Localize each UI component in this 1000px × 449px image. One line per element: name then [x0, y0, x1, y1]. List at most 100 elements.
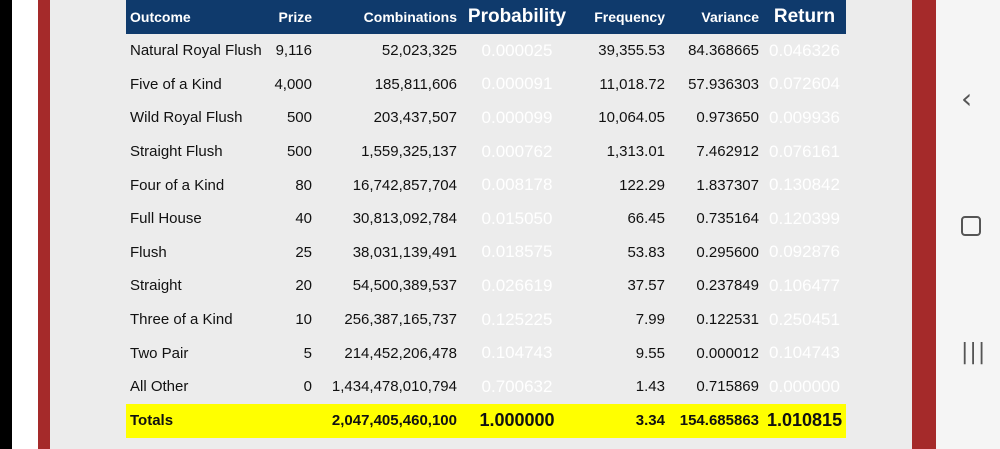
cell-outcome: Three of a Kind	[130, 311, 233, 329]
cell-combinations: 30,813,092,784	[352, 210, 457, 228]
page-frame-left	[38, 0, 50, 449]
cell-prize: 10	[295, 311, 312, 329]
table-row: Two Pair 5 214,452,206,478 0.104743 9.55 0.00…	[126, 336, 846, 370]
cell-return: 0.130842	[769, 175, 840, 195]
cell-outcome: Flush	[130, 243, 167, 261]
cell-prize: 500	[286, 109, 312, 127]
totals-prize	[270, 404, 316, 438]
table-row: Five of a Kind 4,000 185,811,606 0.000091 11…	[126, 68, 846, 102]
cell-prize: 0	[303, 378, 312, 396]
cell-return: 0.104743	[769, 343, 840, 363]
cell-probability: 0.026619	[481, 275, 553, 295]
table-row: Full House 40 30,813,092,784 0.015050 66.45 0…	[126, 202, 846, 236]
cell-return: 0.072604	[769, 74, 840, 94]
header-prize: Prize	[278, 9, 312, 25]
home-icon[interactable]	[961, 216, 981, 236]
cell-combinations: 256,387,165,737	[344, 311, 457, 329]
cell-probability: 0.000099	[481, 107, 553, 127]
cell-variance: 84.368665	[688, 42, 759, 60]
table-row: Flush 25 38,031,139,491 0.018575 53.83 0.2956…	[126, 236, 846, 270]
cell-variance: 0.237849	[696, 277, 759, 295]
totals-variance: 154.685863	[679, 412, 759, 430]
cell-return: 0.092876	[769, 242, 840, 262]
cell-combinations: 54,500,389,537	[352, 277, 457, 295]
cell-combinations: 16,742,857,704	[352, 176, 457, 194]
cell-probability: 0.000091	[481, 74, 553, 94]
cell-outcome: Full House	[130, 210, 202, 228]
cell-variance: 0.000012	[696, 344, 759, 362]
cell-outcome: Natural Royal Flush	[130, 42, 262, 60]
cell-return: 0.120399	[769, 208, 840, 228]
cell-frequency: 1,313.01	[606, 143, 665, 161]
header-combinations: Combinations	[363, 9, 457, 25]
totals-label: Totals	[130, 412, 174, 430]
cell-frequency: 39,355.53	[598, 42, 665, 60]
cell-probability: 0.125225	[481, 309, 553, 329]
cell-frequency: 122.29	[619, 176, 665, 194]
cell-probability: 0.700632	[481, 376, 553, 396]
header-frequency: Frequency	[594, 9, 665, 25]
cell-prize: 5	[303, 344, 312, 362]
cell-return: 0.009936	[769, 107, 840, 127]
cell-variance: 0.122531	[696, 311, 759, 329]
table-row: All Other 0 1,434,478,010,794 0.700632 1.43 0…	[126, 370, 846, 404]
cell-frequency: 1.43	[635, 378, 665, 396]
header-variance: Variance	[701, 9, 759, 25]
totals-return: 1.010815	[767, 410, 843, 431]
cell-probability: 0.000762	[481, 141, 553, 161]
totals-probability: 1.000000	[479, 410, 555, 431]
cell-probability: 0.104743	[481, 343, 553, 363]
table-row: Four of a Kind 80 16,742,857,704 0.008178 12…	[126, 168, 846, 202]
cell-outcome: Two Pair	[130, 344, 189, 362]
cell-combinations: 52,023,325	[381, 42, 457, 60]
header-outcome: Outcome	[130, 9, 191, 25]
cell-frequency: 7.99	[635, 311, 665, 329]
cell-variance: 0.715869	[696, 378, 759, 396]
cell-combinations: 185,811,606	[374, 75, 457, 93]
cell-prize: 40	[295, 210, 312, 228]
table-row: Wild Royal Flush 500 203,437,507 0.000099 10…	[126, 101, 846, 135]
cell-probability: 0.015050	[481, 208, 553, 228]
cell-frequency: 9.55	[635, 344, 665, 362]
cell-prize: 20	[295, 277, 312, 295]
totals-row: Totals 2,047,405,460,100 1.000000 3.34 1…	[126, 403, 846, 438]
page-frame-right	[912, 0, 936, 449]
cell-variance: 0.973650	[696, 109, 759, 127]
totals-combinations: 2,047,405,460,100	[331, 412, 457, 430]
cell-frequency: 53.83	[627, 243, 665, 261]
cell-probability: 0.008178	[481, 175, 553, 195]
cell-prize: 80	[295, 176, 312, 194]
cell-variance: 57.936303	[688, 75, 759, 93]
cell-frequency: 11,018.72	[599, 75, 665, 93]
table-row: Straight 20 54,500,389,537 0.026619 37.57 0.2…	[126, 269, 846, 303]
table-row: Natural Royal Flush 9,116 52,023,325 0.0000…	[126, 34, 846, 68]
cell-frequency: 37.57	[627, 277, 665, 295]
cell-frequency: 66.45	[627, 210, 665, 228]
cell-outcome: All Other	[130, 378, 189, 396]
cell-probability: 0.000025	[481, 40, 553, 60]
cell-return: 0.250451	[769, 309, 840, 329]
cell-outcome: Four of a Kind	[130, 176, 225, 194]
cell-prize: 4,000	[274, 75, 312, 93]
cell-combinations: 214,452,206,478	[344, 344, 457, 362]
cell-return: 0.076161	[769, 141, 840, 161]
content-panel	[50, 0, 912, 449]
cell-outcome: Straight Flush	[130, 143, 223, 161]
cell-variance: 0.295600	[696, 243, 759, 261]
cell-variance: 0.735164	[696, 210, 759, 228]
cell-probability: 0.018575	[481, 242, 553, 262]
pay-table: Outcome Prize Combinations Probability F…	[126, 0, 846, 438]
cell-variance: 1.837307	[696, 176, 759, 194]
back-icon[interactable]: ‹	[961, 82, 973, 115]
totals-frequency: 3.34	[635, 412, 665, 430]
cell-outcome: Five of a Kind	[130, 75, 222, 93]
cell-return: 0.046326	[769, 40, 840, 60]
recents-icon[interactable]: |||	[961, 340, 987, 365]
cell-prize: 25	[295, 243, 312, 261]
cell-variance: 7.462912	[696, 143, 759, 161]
header-return: Return	[773, 6, 836, 27]
cell-return: 0.000000	[769, 376, 840, 396]
table-header-row: Outcome Prize Combinations Probability F…	[126, 0, 846, 34]
table-row: Three of a Kind 10 256,387,165,737 0.125225…	[126, 303, 846, 337]
cell-combinations: 1,434,478,010,794	[331, 378, 457, 396]
